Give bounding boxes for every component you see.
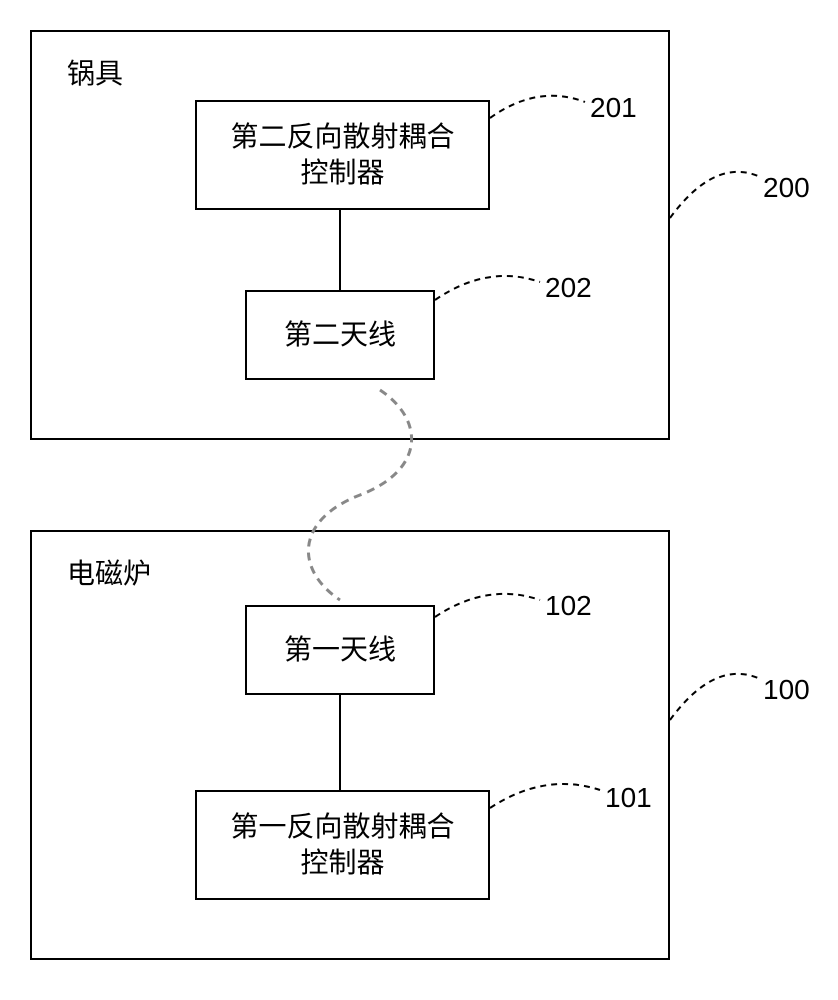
container-stove-title: 电磁炉 bbox=[67, 552, 151, 592]
block-first-backscatter-controller: 第一反向散射耦合 控制器 bbox=[195, 790, 490, 900]
ref-201: 201 bbox=[590, 92, 637, 124]
ref-102: 102 bbox=[545, 590, 592, 622]
block-second-backscatter-controller: 第二反向散射耦合 控制器 bbox=[195, 100, 490, 210]
ref-200: 200 bbox=[763, 172, 810, 204]
block-second-antenna: 第二天线 bbox=[245, 290, 435, 380]
block-first-antenna: 第一天线 bbox=[245, 605, 435, 695]
block-label: 第一反向散射耦合 控制器 bbox=[230, 809, 454, 882]
ref-101: 101 bbox=[605, 782, 652, 814]
block-label: 第一天线 bbox=[284, 632, 396, 668]
connector-top bbox=[339, 210, 341, 290]
connector-bottom bbox=[339, 695, 341, 790]
ref-100: 100 bbox=[763, 674, 810, 706]
container-pot-title: 锅具 bbox=[67, 52, 123, 92]
block-label: 第二反向散射耦合 控制器 bbox=[230, 119, 454, 192]
block-label: 第二天线 bbox=[284, 317, 396, 353]
ref-202: 202 bbox=[545, 272, 592, 304]
